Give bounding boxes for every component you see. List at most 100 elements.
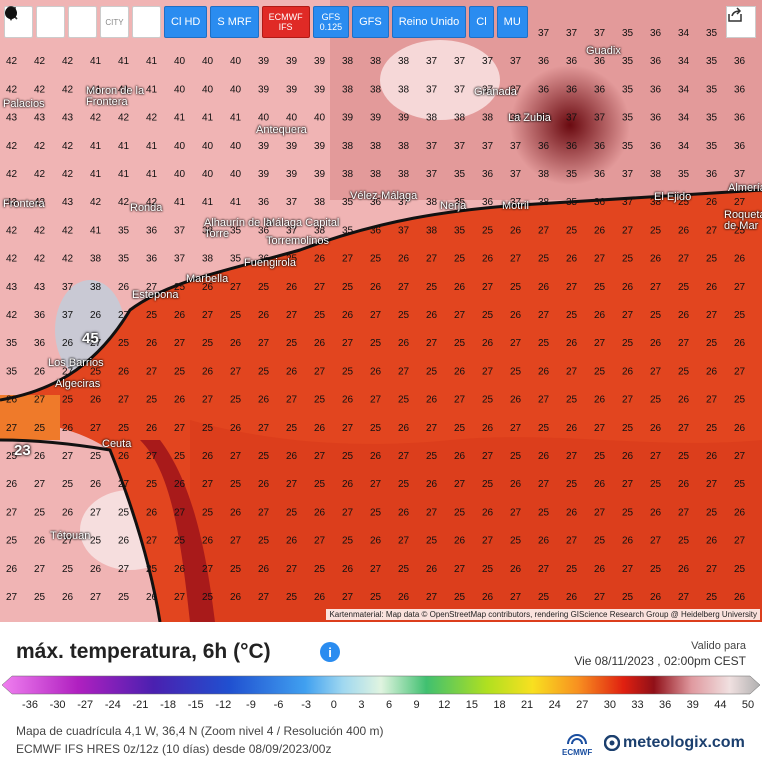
grid-value: 25: [258, 451, 270, 462]
grid-value: 27: [286, 564, 298, 575]
scale-tick-label: 30: [603, 699, 617, 711]
grid-value: 38: [650, 197, 662, 208]
grid-value: 27: [90, 423, 102, 434]
brand-logo[interactable]: meteologix.com: [604, 734, 745, 752]
valid-time[interactable]: Vie 08/11/2023 , 02:00pm CEST: [574, 654, 746, 668]
grid-value: 40: [286, 113, 298, 124]
grid-value: 42: [34, 84, 46, 95]
grid-value: 40: [202, 169, 214, 180]
grid-value: 27: [258, 507, 270, 518]
grid-value: 27: [202, 395, 214, 406]
grid-value: 42: [62, 56, 74, 67]
location-button[interactable]: [6, 6, 65, 38]
place-label: Torremolinos: [266, 235, 329, 247]
grid-value: 26: [118, 282, 130, 293]
grid-value: 25: [454, 423, 466, 434]
zoom-button[interactable]: [5, 6, 97, 38]
grid-value: 26: [650, 338, 662, 349]
map-attribution[interactable]: Kartenmaterial: Map data © OpenStreetMap…: [326, 609, 760, 620]
grid-value: 27: [734, 197, 746, 208]
grid-value: 26: [230, 507, 242, 518]
grid-value: 25: [594, 282, 606, 293]
grid-value: 38: [314, 197, 326, 208]
grid-value: 26: [510, 395, 522, 406]
dot-toggle-button[interactable]: [5, 6, 161, 38]
grid-value: 26: [566, 338, 578, 349]
grid-value: 25: [90, 366, 102, 377]
grid-value: 25: [538, 254, 550, 265]
model-mu-button[interactable]: MU: [496, 6, 528, 38]
grid-value: 27: [34, 395, 46, 406]
grid-value: 27: [594, 338, 606, 349]
grid-value: 25: [566, 479, 578, 490]
refresh-button[interactable]: [4, 6, 33, 38]
grid-value: 25: [426, 451, 438, 462]
grid-value: 25: [538, 507, 550, 518]
grid-value: 37: [510, 84, 522, 95]
grid-value: 37: [426, 84, 438, 95]
grid-value: 43: [62, 113, 74, 124]
grid-value: 38: [398, 169, 410, 180]
grid-value: 25: [202, 338, 214, 349]
scale-tick-label: -3: [301, 699, 312, 711]
grid-value: 36: [594, 56, 606, 67]
grid-value: 25: [118, 507, 130, 518]
grid-value: 35: [454, 225, 466, 236]
grid-value: 27: [594, 254, 606, 265]
grid-value: 27: [146, 366, 158, 377]
share-button[interactable]: [726, 6, 756, 38]
grid-value: 42: [6, 84, 18, 95]
grid-value: 27: [202, 479, 214, 490]
grid-value: 25: [230, 395, 242, 406]
grid-value: 27: [482, 366, 494, 377]
grid-value: 27: [174, 507, 186, 518]
grid-value: 38: [510, 113, 522, 124]
grid-value: 42: [6, 169, 18, 180]
grid-value: 27: [426, 592, 438, 603]
city-toggle-button[interactable]: CITY: [100, 6, 129, 38]
scale-tick-label: 27: [576, 699, 589, 711]
grid-value: 41: [230, 197, 242, 208]
grid-value: 40: [314, 113, 326, 124]
grid-value: 27: [510, 592, 522, 603]
model-s-mrf-button[interactable]: S MRF: [210, 6, 259, 38]
grid-value: 27: [426, 507, 438, 518]
grid-value: 26: [678, 225, 690, 236]
grid-value: 43: [6, 197, 18, 208]
grid-value: 41: [202, 113, 214, 124]
grid-value: 40: [230, 56, 242, 67]
info-icon[interactable]: i: [320, 642, 340, 662]
grid-value: 26: [90, 395, 102, 406]
grid-value: 27: [650, 282, 662, 293]
grid-value: 25: [62, 564, 74, 575]
grid-value: 43: [34, 282, 46, 293]
grid-value: 26: [678, 310, 690, 321]
model-ecmwf-ifs-button[interactable]: ECMWF IFS: [261, 6, 310, 38]
model-reino-unido-button[interactable]: Reino Unido: [391, 6, 467, 38]
scale-tick-label: 33: [631, 699, 644, 711]
grid-value: 42: [6, 310, 18, 321]
grid-value: 26: [146, 507, 158, 518]
grid-value: 25: [678, 451, 690, 462]
grid-value: 27: [118, 479, 130, 490]
brand-text: meteologix.com: [623, 734, 745, 751]
model-cl-hd-button[interactable]: Cl HD: [164, 6, 208, 38]
grid-value: 26: [230, 423, 242, 434]
grid-value: 25: [398, 564, 410, 575]
model-gfs-button[interactable]: GFS: [352, 6, 389, 38]
grid-value: 26: [538, 282, 550, 293]
grid-value: 35: [566, 169, 578, 180]
model-gfs-0125-button[interactable]: GFS 0.125: [312, 6, 350, 38]
place-label: Guadix: [586, 45, 621, 57]
grid-value: 26: [538, 451, 550, 462]
scale-tick-label: 18: [493, 699, 506, 711]
grid-value: 26: [734, 423, 746, 434]
grid-value: 37: [482, 56, 494, 67]
grid-value: 25: [258, 366, 270, 377]
model-cl-button[interactable]: Cl: [469, 6, 494, 38]
grid-value: 37: [426, 141, 438, 152]
scale-tick-label: -24: [104, 699, 121, 711]
grid-value: 25: [34, 507, 46, 518]
temperature-map[interactable]: 37 37 37 35 36 34 35 36 42 42 42 41 41 41 40 40 40 39 39 39…: [0, 0, 762, 622]
grid-value: 27: [314, 536, 326, 547]
